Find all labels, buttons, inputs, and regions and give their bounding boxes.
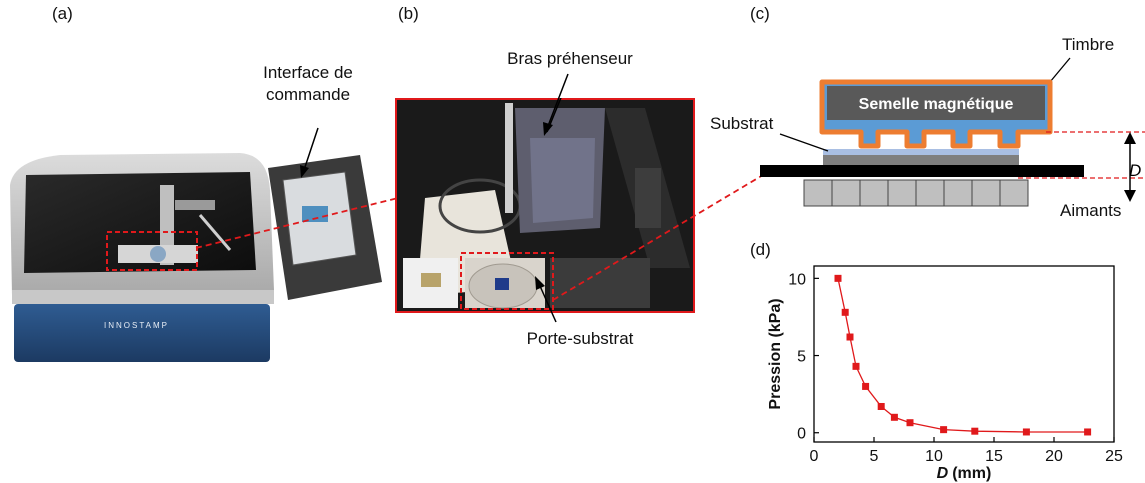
x-axis-label: D (mm) (937, 465, 992, 482)
panel-label-b: (b) (398, 4, 419, 23)
holder-plate (760, 165, 1084, 177)
magnets-label: Aimants (1060, 201, 1121, 220)
control-screen-button (302, 206, 328, 222)
x-tick-label: 5 (870, 448, 879, 465)
control-interface-callout: Interface de commande (228, 62, 388, 106)
holder-arrow (535, 276, 557, 323)
substrate-wafer (823, 155, 1019, 165)
data-point (841, 308, 849, 316)
control-callout-arrowhead (300, 165, 309, 178)
tray-right (550, 258, 650, 308)
panel-label-a: (a) (52, 4, 73, 23)
data-point (890, 413, 898, 421)
magnetic-sole-label: Semelle magnétique (859, 96, 1014, 113)
y-tick-label: 10 (788, 271, 806, 288)
data-point (940, 426, 948, 434)
substrate-film (823, 149, 1019, 155)
stamp-label: Timbre (1062, 35, 1114, 54)
connector-b-c (552, 174, 764, 301)
data-point (906, 419, 914, 427)
distance-label: D (1129, 161, 1142, 180)
data-point (1022, 428, 1030, 436)
gripper-arrow-top (543, 73, 569, 136)
plot-frame (813, 265, 1115, 443)
stamp-schematic: Timbre Semelle magnétique Substrat Aiman… (710, 35, 1145, 220)
pressure-series-line (837, 278, 1088, 433)
machine-front-strip (12, 290, 274, 304)
wafer (150, 246, 166, 262)
data-point (846, 333, 854, 341)
control-interface-callout-line1: Interface de (263, 63, 353, 82)
cable (198, 214, 232, 251)
panel-label-c: (c) (750, 4, 770, 23)
distance-arrowhead-top (1124, 132, 1136, 144)
gripper-callout-arrow (546, 98, 562, 133)
data-point (971, 427, 979, 435)
machine-base (14, 304, 270, 362)
rail-carriage (635, 168, 661, 228)
control-interface-callout-line2: commande (265, 85, 351, 104)
data-point (1084, 428, 1092, 436)
gripper-rod (505, 103, 513, 213)
y-tick-label: 5 (797, 349, 806, 366)
gripper-arm-callout: Bras préhenseur (507, 49, 633, 68)
magnet-array (803, 179, 1029, 207)
x-axis-label-unit: (mm) (952, 465, 991, 482)
panel-label-d: (d) (750, 240, 771, 259)
x-tick-label: 25 (1105, 448, 1123, 465)
x-axis-label-var: D (937, 465, 949, 482)
zoom-selection-a (106, 231, 198, 271)
x-tick-label: 20 (1045, 448, 1063, 465)
data-point (834, 274, 842, 282)
connector-a-b (195, 197, 399, 249)
y-axis-label: Pression (kPa) (767, 298, 784, 409)
y-tick-label: 0 (797, 426, 806, 443)
machine-brand-text: INNOSTAMP (104, 321, 169, 330)
data-point (852, 362, 860, 370)
substrate-holder-callout: Porte-substrat (526, 329, 634, 348)
magnetic-sole (827, 86, 1045, 120)
x-tick-label: 0 (810, 448, 819, 465)
gripper-arm-front (530, 138, 595, 223)
substrate-leader (779, 133, 829, 152)
zoom-selection-b (460, 252, 554, 310)
pressure-vs-distance-chart: 0 5 10 15 20 25 0 5 10 Pression (kPa) D (mm) (767, 265, 1123, 482)
zoom-photo-gripper (395, 98, 695, 313)
x-tick-label: 15 (985, 448, 1003, 465)
innostamp-machine-photo: INNOSTAMP (10, 127, 382, 362)
control-callout-arrow (303, 127, 319, 171)
substrate-label: Substrat (710, 114, 774, 133)
x-tick-label: 10 (925, 448, 943, 465)
distance-arrowhead-bottom (1124, 190, 1136, 202)
data-point (877, 402, 885, 410)
chip-gold (421, 273, 441, 287)
gantry-arm (175, 200, 215, 210)
stamp-leader (1049, 57, 1071, 83)
substrate-chip (495, 278, 509, 290)
data-point (862, 382, 870, 390)
